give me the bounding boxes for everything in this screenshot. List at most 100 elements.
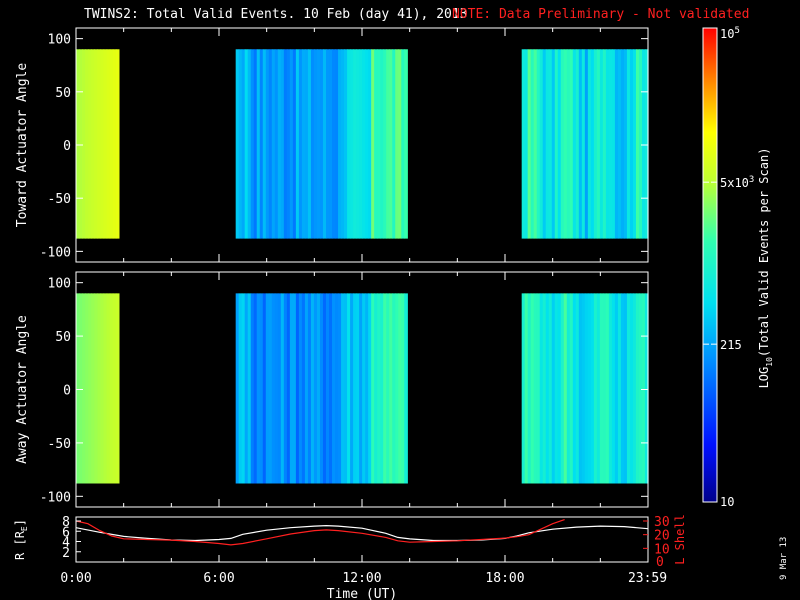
heatmap-cell — [307, 293, 312, 484]
heatmap-cell — [298, 293, 303, 484]
heatmap-cell — [569, 293, 574, 484]
preliminary-note: NOTE: Data Preliminary - Not validated — [452, 7, 749, 22]
heatmap-cell — [347, 293, 351, 484]
colorbar-tick-label: 10 — [720, 495, 734, 509]
heatmap-cell — [563, 49, 568, 239]
heatmap-cell — [82, 49, 86, 239]
heatmap-cell — [250, 49, 255, 239]
heatmap-block — [235, 293, 408, 484]
heatmap-cell — [368, 293, 372, 484]
heatmap-cell — [524, 49, 529, 239]
colorbar-label: LOG10(Total Valid Events per Scan) — [757, 148, 774, 389]
heatmap-cell — [79, 49, 83, 239]
heatmap-cell — [97, 293, 102, 484]
heatmap-cell — [578, 293, 583, 484]
heatmap-block — [235, 49, 408, 239]
heatmap-cell — [298, 49, 303, 239]
r-axis-label: R [RE] — [13, 519, 29, 560]
heatmap-cell — [338, 49, 342, 239]
heatmap-cell — [380, 49, 384, 239]
heatmap-cell — [338, 293, 342, 484]
heatmap-cell — [368, 49, 372, 239]
heatmap-cell — [112, 49, 117, 239]
heatmap-cell — [638, 293, 643, 484]
heatmap-cell — [548, 293, 553, 484]
heatmap-cell — [599, 293, 604, 484]
heatmap-cell — [575, 49, 580, 239]
colorbar-tick-label: 215 — [720, 338, 742, 352]
heatmap-cell — [548, 49, 553, 239]
heatmap-cell — [82, 293, 86, 484]
heatmap-cell — [392, 293, 396, 484]
heatmap-cell — [344, 49, 348, 239]
heatmap-cell — [250, 293, 255, 484]
heatmap-cell — [265, 293, 270, 484]
away-panel: 100 50 0 -50 -100 Away Actuator Angle — [15, 271, 649, 508]
heatmap-cell — [356, 49, 360, 239]
heatmap-cell — [581, 49, 586, 239]
heatmap-cell — [332, 293, 336, 484]
heatmap-cell — [611, 293, 616, 484]
heatmap-cell — [602, 49, 607, 239]
heatmap-cell — [383, 293, 387, 484]
heatmap-cell — [542, 293, 547, 484]
lshell-series-line — [76, 519, 565, 546]
heatmap-cell — [404, 49, 408, 239]
left-y-tick-label: 8 — [62, 515, 70, 530]
heatmap-cell — [587, 49, 592, 239]
heatmap-cell — [274, 293, 279, 484]
heatmap-cell — [599, 49, 604, 239]
heatmap-cell — [316, 293, 321, 484]
heatmap-cell — [386, 293, 390, 484]
heatmap-cell — [341, 293, 345, 484]
heatmap-cell — [581, 293, 586, 484]
y-tick-label: -100 — [40, 490, 71, 505]
heatmap-cell — [115, 49, 120, 239]
heatmap-cell — [560, 293, 565, 484]
heatmap-cell — [241, 49, 246, 239]
y-tick-label: -100 — [40, 245, 71, 260]
heatmap-cell — [235, 49, 240, 239]
heatmap-cell — [247, 49, 252, 239]
heatmap-cell — [280, 293, 285, 484]
heatmap-cell — [596, 293, 601, 484]
heatmap-cell — [329, 49, 333, 239]
y-axis-label: Toward Actuator Angle — [15, 63, 30, 228]
heatmap-cell — [365, 293, 369, 484]
heatmap-cell — [335, 49, 339, 239]
chart-title: TWINS2: Total Valid Events. 10 Feb (day … — [84, 7, 468, 22]
heatmap-cell — [283, 49, 288, 239]
heatmap-cell — [313, 49, 318, 239]
y-tick-label: 100 — [48, 277, 71, 292]
heatmap-cell — [542, 49, 547, 239]
heatmap-cell — [350, 293, 354, 484]
heatmap-cell — [530, 293, 535, 484]
heatmap-cell — [304, 293, 309, 484]
y-tick-label: -50 — [48, 437, 71, 452]
heatmap-cell — [644, 49, 649, 239]
heatmap-cell — [521, 49, 526, 239]
heatmap-cell — [590, 49, 595, 239]
heatmap-cell — [91, 49, 95, 239]
heatmap-cell — [109, 49, 114, 239]
heatmap-cell — [106, 293, 111, 484]
heatmap-cell — [88, 49, 92, 239]
heatmap-cell — [611, 49, 616, 239]
heatmap-cell — [262, 293, 267, 484]
heatmap-cell — [617, 49, 622, 239]
heatmap-cell — [593, 49, 598, 239]
heatmap-cell — [88, 293, 92, 484]
heatmap-cell — [362, 49, 366, 239]
heatmap-cell — [617, 293, 622, 484]
heatmap-cell — [76, 293, 80, 484]
heatmap-cell — [374, 49, 378, 239]
heatmap-cell — [112, 293, 117, 484]
heatmap-cell — [614, 293, 619, 484]
heatmap-cell — [350, 49, 354, 239]
heatmap-cell — [244, 293, 249, 484]
heatmap-cell — [554, 49, 559, 239]
heatmap-cell — [271, 293, 276, 484]
heatmap-cell — [85, 293, 89, 484]
heatmap-cell — [404, 293, 408, 484]
heatmap-cell — [626, 293, 631, 484]
